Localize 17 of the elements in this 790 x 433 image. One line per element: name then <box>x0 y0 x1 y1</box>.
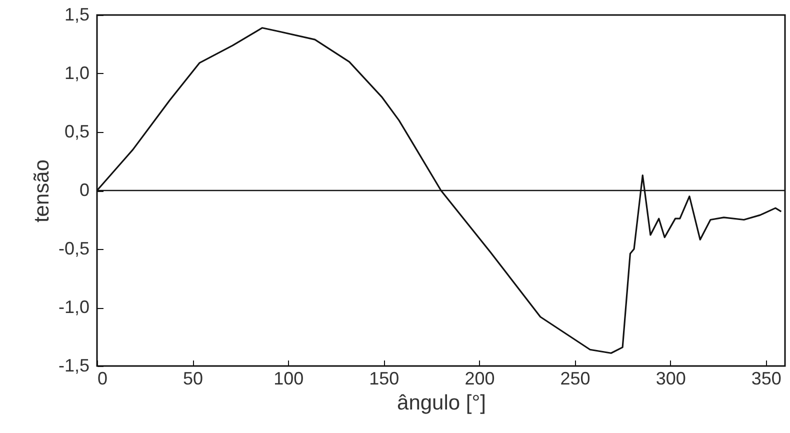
x-tick-label: 0 <box>98 368 108 388</box>
x-axis-title: ângulo [°] <box>397 392 486 414</box>
y-tick-label: 0,5 <box>64 122 90 142</box>
x-tick-label: 350 <box>751 368 782 388</box>
y-tick-label: -0,5 <box>58 238 90 258</box>
x-tick-label: 200 <box>464 368 495 388</box>
y-tick-label: 0 <box>79 180 90 200</box>
x-tick-label: 100 <box>274 368 304 388</box>
y-axis-title: tensão <box>30 159 54 223</box>
y-tick-label: 1,0 <box>64 63 90 83</box>
y-tick-label: -1,5 <box>58 356 90 376</box>
x-tick-label: 300 <box>656 368 686 388</box>
x-tick-label: 150 <box>369 368 400 388</box>
y-tick-label: -1,0 <box>58 297 90 317</box>
x-tick-label: 250 <box>560 368 590 388</box>
x-tick-label: 50 <box>183 368 204 388</box>
y-tick-label: 1,5 <box>64 4 90 24</box>
